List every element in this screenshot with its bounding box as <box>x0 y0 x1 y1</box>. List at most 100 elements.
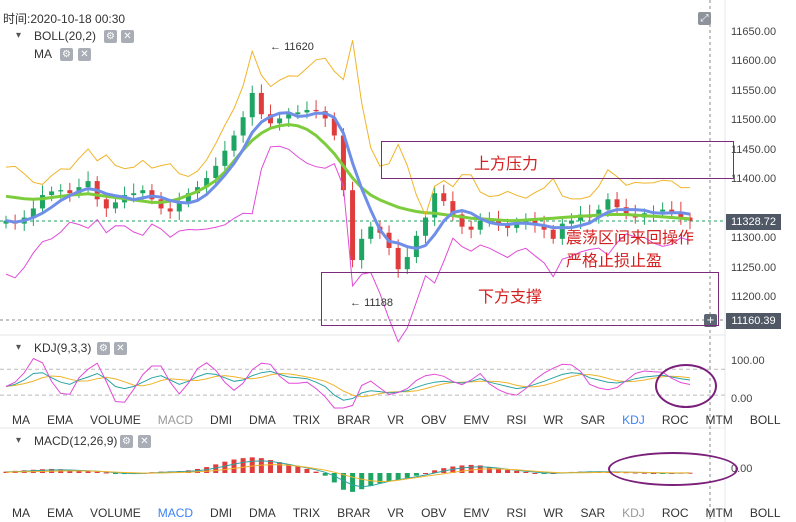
boll-settings-gear-icon[interactable]: ⚙ <box>104 30 117 43</box>
candle-body <box>131 193 137 196</box>
candle-body <box>231 135 237 151</box>
resistance-zone <box>381 141 734 179</box>
tab-macd[interactable]: MACD <box>157 506 194 520</box>
collapse-chevron-icon[interactable]: ▾ <box>16 30 22 41</box>
tab-rsi[interactable]: RSI <box>506 413 527 427</box>
candle-body <box>550 229 556 239</box>
macd-histogram-bar <box>413 473 419 476</box>
note-line-2: 严格止损止盈 <box>566 253 663 270</box>
tab-boll[interactable]: BOLL <box>749 506 781 520</box>
tab-trix[interactable]: TRIX <box>292 506 321 520</box>
low-marker: ← 11188 <box>350 297 394 309</box>
tab-dma[interactable]: DMA <box>249 413 276 427</box>
tab-dmi[interactable]: DMI <box>210 413 233 427</box>
tab-ma[interactable]: MA <box>12 413 30 427</box>
macd-settings-gear-icon[interactable]: ⚙ <box>120 435 133 448</box>
candle-body <box>541 225 547 230</box>
candle-body <box>39 195 45 209</box>
tab-vr[interactable]: VR <box>387 413 405 427</box>
ma-close-icon[interactable]: ✕ <box>78 48 91 61</box>
tab-macd[interactable]: MACD <box>157 413 194 427</box>
tab-wr[interactable]: WR <box>543 506 564 520</box>
tab-obv[interactable]: OBV <box>421 413 447 427</box>
tab-volume[interactable]: VOLUME <box>90 506 141 520</box>
tab-dmi[interactable]: DMI <box>210 506 233 520</box>
fullscreen-toggle-icon[interactable]: ⤢ <box>698 12 711 25</box>
candle-body <box>568 220 574 224</box>
tab-mtm[interactable]: MTM <box>705 413 733 427</box>
tab-emv[interactable]: EMV <box>463 506 490 520</box>
tab-roc[interactable]: ROC <box>661 506 689 520</box>
macd-histogram-bar <box>495 468 501 473</box>
tab-psy[interactable]: PSY <box>786 413 796 427</box>
tab-brar[interactable]: BRAR <box>337 413 371 427</box>
candle-body <box>359 238 365 261</box>
candle-body <box>58 190 64 192</box>
macd-histogram-bar <box>304 468 310 473</box>
tab-psy[interactable]: PSY <box>786 506 796 520</box>
candle-body <box>678 211 684 218</box>
tab-emv[interactable]: EMV <box>463 413 490 427</box>
tab-ema[interactable]: EMA <box>47 413 74 427</box>
tab-mtm[interactable]: MTM <box>705 506 733 520</box>
tab-obv[interactable]: OBV <box>421 506 447 520</box>
candle-body <box>103 199 109 209</box>
macd-histogram-bar <box>386 473 392 482</box>
kdj-collapse-chevron-icon[interactable]: ▾ <box>16 342 22 353</box>
candle-body <box>350 190 356 261</box>
tab-wr[interactable]: WR <box>543 413 564 427</box>
tab-dma[interactable]: DMA <box>249 506 276 520</box>
tab-vr[interactable]: VR <box>387 506 405 520</box>
time-label: 时间:2020-10-18 00:30 <box>3 12 126 26</box>
candle-body <box>477 220 483 230</box>
kdj-d-line <box>5 372 691 398</box>
support-text: 下方支撑 <box>478 289 543 306</box>
macd-histogram-bar <box>514 470 520 473</box>
tab-trix[interactable]: TRIX <box>292 413 321 427</box>
candle-body <box>295 112 301 115</box>
macd-histogram-bar <box>295 466 301 473</box>
macd-histogram-bar <box>286 464 292 473</box>
macd-histogram-bar <box>85 470 91 473</box>
candle-body <box>395 247 401 270</box>
macd-close-icon[interactable]: ✕ <box>138 435 151 448</box>
tab-ema[interactable]: EMA <box>47 506 74 520</box>
ma-line <box>5 122 691 223</box>
candle-body <box>495 220 501 224</box>
ma-label: MA <box>34 47 52 61</box>
tab-brar[interactable]: BRAR <box>337 506 371 520</box>
price-axis-label: 11550.00 <box>731 85 777 97</box>
candle-body <box>204 178 210 188</box>
tab-sar[interactable]: SAR <box>580 413 606 427</box>
kdj-settings-gear-icon[interactable]: ⚙ <box>97 342 110 355</box>
candle-body <box>404 257 410 270</box>
candle-body <box>331 118 337 136</box>
tab-sar[interactable]: SAR <box>580 506 606 520</box>
macd-collapse-chevron-icon[interactable]: ▾ <box>16 435 22 446</box>
macd-histogram-bar <box>103 472 109 474</box>
price-axis-label: 11650.00 <box>731 26 777 38</box>
macd-histogram-bar <box>432 470 438 473</box>
macd-histogram-bar <box>359 473 365 490</box>
indicator-tabs-bottom: MA EMA VOLUME MACD DMI DMA TRIX BRAR VR OBV EMV RSI… <box>0 506 796 520</box>
tab-rsi[interactable]: RSI <box>506 506 527 520</box>
tab-kdj[interactable]: KDJ <box>622 506 645 520</box>
candle-body <box>441 193 447 202</box>
tab-roc[interactable]: ROC <box>661 413 689 427</box>
tab-volume[interactable]: VOLUME <box>90 413 141 427</box>
add-order-plus-icon[interactable]: + <box>704 314 717 327</box>
tab-kdj[interactable]: KDJ <box>622 413 645 427</box>
tab-ma[interactable]: MA <box>12 506 30 520</box>
tab-boll[interactable]: BOLL <box>749 413 781 427</box>
low-marker-value: 11188 <box>364 297 394 309</box>
price-axis-label: 11600.00 <box>731 55 777 67</box>
candle-body <box>30 208 36 218</box>
macd-histogram-bar <box>486 467 492 473</box>
support-zone <box>321 272 719 326</box>
kdj-axis-label: 0.00 <box>731 393 753 405</box>
ma-settings-gear-icon[interactable]: ⚙ <box>60 48 73 61</box>
boll-close-icon[interactable]: ✕ <box>121 30 134 43</box>
macd-histogram-bar <box>249 457 255 473</box>
kdj-close-icon[interactable]: ✕ <box>114 342 127 355</box>
candle-body <box>49 191 55 196</box>
